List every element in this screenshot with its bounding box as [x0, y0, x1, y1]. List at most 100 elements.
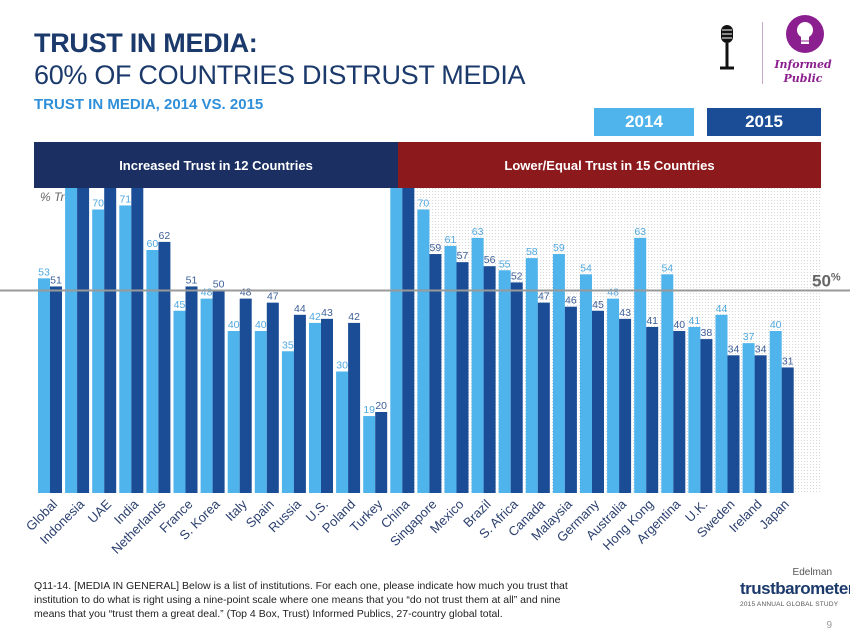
data-label: 63	[472, 226, 484, 238]
bar-2015-russia	[293, 314, 306, 493]
informed-public-logo: Informed Public	[774, 58, 832, 85]
trustbarometer-sub: 2015 ANNUAL GLOBAL STUDY	[740, 601, 839, 608]
bar-2014-mexico	[444, 245, 457, 493]
bar-2014-russia	[281, 351, 294, 493]
data-label: 52	[511, 270, 523, 282]
bar-2014-indonesia	[65, 188, 78, 493]
x-tick-label: Japan	[756, 497, 792, 533]
data-label: 43	[619, 307, 631, 319]
bar-2015-brazil	[483, 266, 496, 493]
bar-2014-china	[390, 188, 403, 494]
bar-2015-argentina	[673, 331, 686, 493]
band-lower-trust: Lower/Equal Trust in 15 Countries	[398, 142, 821, 188]
data-label: 51	[50, 274, 62, 286]
bar-2015-italy	[239, 298, 252, 493]
bar-2014-germany	[580, 274, 592, 493]
bar-2015-japan	[781, 367, 794, 493]
data-label: 58	[526, 246, 538, 258]
bar-2015-u-k-	[700, 339, 713, 493]
data-label: 34	[728, 343, 740, 355]
trustbarometer-name: trustbarometer	[740, 579, 850, 598]
bar-2015-s-korea	[212, 290, 225, 493]
data-label: 20	[375, 400, 387, 412]
bar-2015-hong-kong	[646, 326, 659, 493]
bar-2015-s-africa	[510, 282, 523, 493]
data-label: 41	[646, 315, 658, 327]
bar-2015-germany	[592, 310, 604, 493]
data-label: 42	[348, 311, 360, 323]
data-label: 40	[255, 319, 267, 331]
data-label: 41	[689, 315, 701, 327]
bar-2014-japan	[769, 331, 782, 493]
data-label: 54	[661, 262, 673, 274]
threshold-label: 50%	[812, 272, 841, 291]
bar-2014-turkey	[363, 416, 376, 493]
bar-2014-ireland	[742, 343, 755, 493]
data-label: 61	[445, 234, 457, 246]
bar-2015-u-s-	[321, 318, 333, 493]
bar-2015-china	[402, 188, 415, 493]
footnote: Q11-14. [MEDIA IN GENERAL] Below is a li…	[34, 580, 568, 620]
data-label: 47	[538, 291, 550, 303]
bar-2014-france	[173, 310, 186, 493]
bar-2015-spain	[266, 302, 279, 493]
data-label: 40	[673, 319, 685, 331]
data-label: 45	[174, 299, 186, 311]
data-label: 50	[213, 279, 225, 291]
band-increased-trust: Increased Trust in 12 Countries	[34, 142, 398, 188]
bar-2014-malaysia	[552, 254, 565, 493]
bar-2014-netherlands	[146, 250, 159, 493]
data-label: 48	[201, 287, 213, 299]
data-label: 31	[782, 355, 794, 367]
data-label: 44	[716, 303, 728, 315]
chart-subtitle: TRUST IN MEDIA, 2014 VS. 2015	[34, 96, 264, 113]
data-label: 63	[634, 226, 646, 238]
bar-2014-brazil	[471, 237, 484, 493]
legend-2014: 2014	[594, 108, 694, 136]
data-label: 71	[119, 193, 131, 205]
bar-2015-uae	[104, 188, 117, 494]
bar-2014-u-k-	[688, 326, 701, 493]
bar-2014-singapore	[417, 209, 430, 493]
data-label: 45	[592, 299, 604, 311]
bar-2015-netherlands	[158, 241, 171, 493]
bar-2015-ireland	[754, 355, 767, 493]
bar-2015-canada	[537, 302, 550, 493]
bar-2015-singapore	[429, 254, 442, 493]
edelman-trustbarometer-logo: Edelman trustbarometer 2015 ANNUAL GLOBA…	[730, 567, 850, 617]
bar-2014-india	[119, 205, 132, 493]
bar-2014-poland	[336, 371, 349, 493]
page-number: 9	[826, 620, 832, 631]
page-headline: 60% OF COUNTRIES DISTRUST MEDIA	[34, 60, 526, 90]
bar-2015-poland	[348, 322, 361, 493]
data-label: 37	[743, 331, 755, 343]
data-label: 40	[228, 319, 240, 331]
bar-2015-australia	[619, 318, 632, 493]
bar-2014-italy	[227, 331, 240, 493]
bar-2014-s-korea	[200, 298, 213, 493]
data-label: 48	[240, 287, 252, 299]
data-label: 43	[321, 307, 333, 319]
data-label: 57	[457, 250, 469, 262]
bar-2015-india	[131, 188, 144, 493]
data-label: 59	[553, 242, 565, 254]
bar-2015-global	[50, 286, 62, 493]
bar-2014-uae	[92, 209, 105, 493]
page-title: TRUST IN MEDIA:	[34, 28, 258, 58]
data-label: 70	[92, 198, 104, 210]
bar-2014-australia	[607, 298, 620, 493]
data-label: 19	[363, 404, 375, 416]
data-label: 38	[701, 327, 713, 339]
data-label: 46	[565, 295, 577, 307]
data-label: 48	[607, 287, 619, 299]
lightbulb-icon	[786, 15, 824, 53]
data-label: 55	[499, 258, 511, 270]
x-tick-label: UAE	[85, 496, 115, 526]
bar-2015-turkey	[375, 412, 388, 493]
microphone-icon	[720, 25, 734, 70]
data-label: 44	[294, 303, 306, 315]
data-label: 40	[770, 319, 782, 331]
bar-2015-malaysia	[564, 306, 577, 493]
bar-2014-s-africa	[498, 270, 511, 493]
data-label: 60	[147, 238, 159, 250]
